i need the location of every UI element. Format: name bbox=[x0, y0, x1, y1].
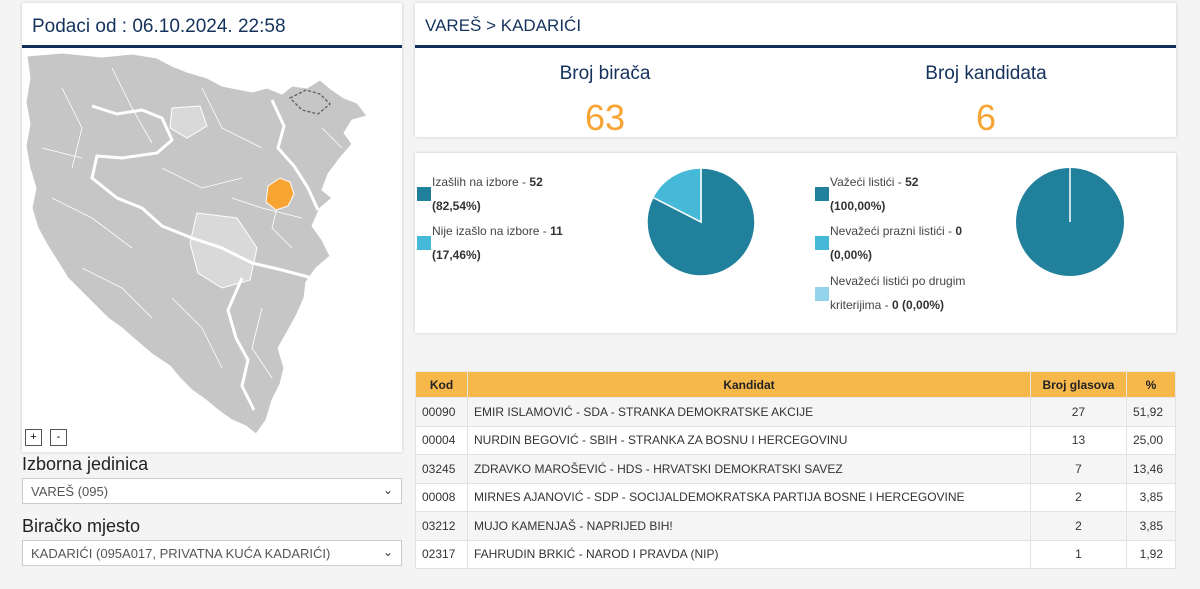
legend-percent: (0,00%) bbox=[830, 248, 873, 262]
column-header-percent[interactable]: % bbox=[1125, 371, 1177, 398]
ballots-pie-chart[interactable] bbox=[1015, 167, 1125, 277]
column-header-candidate[interactable]: Kandidat bbox=[467, 371, 1031, 398]
column-header-votes[interactable]: Broj glasova bbox=[1029, 371, 1127, 398]
cell-percent: 3,85 bbox=[1125, 511, 1177, 541]
zoom-out-button[interactable]: - bbox=[50, 429, 67, 446]
candidates-label: Broj kandidata bbox=[925, 63, 1047, 84]
polling-station-value: KADARIĆI (095A017, PRIVATNA KUĆA KADARIĆ… bbox=[31, 546, 331, 561]
legend-percent: (82,54%) bbox=[432, 199, 481, 213]
cell-votes: 2 bbox=[1029, 482, 1127, 512]
charts-panel: Izašlih na izbore - 52 (82,54%) Nije iza… bbox=[415, 153, 1176, 333]
entity-boundary-2 bbox=[270, 99, 320, 211]
legend-label: kriterijima - bbox=[830, 298, 892, 312]
electoral-unit-select[interactable]: VAREŠ (095) ⌄ bbox=[22, 478, 402, 504]
legend-label: Nije izašlo na izbore - bbox=[432, 224, 551, 238]
cell-candidate: MIRNES AJANOVIĆ - SDP - SOCIJALDEMOKRATS… bbox=[467, 482, 1031, 512]
legend-label: Nevažeći prazni listići - bbox=[830, 224, 956, 238]
legend-swatch-turnout bbox=[417, 187, 431, 201]
polling-station-select[interactable]: KADARIĆI (095A017, PRIVATNA KUĆA KADARIĆ… bbox=[22, 540, 402, 566]
chevron-down-icon: ⌄ bbox=[382, 545, 393, 559]
cell-code: 03245 bbox=[415, 454, 468, 484]
legend-swatch-abstained bbox=[417, 236, 431, 250]
legend-swatch-invalid-empty bbox=[815, 236, 829, 250]
cell-candidate: EMIR ISLAMOVIĆ - SDA - STRANKA DEMOKRATS… bbox=[467, 397, 1031, 427]
candidates-value: 6 bbox=[975, 97, 997, 138]
map-panel[interactable] bbox=[22, 48, 402, 452]
voters-label: Broj birača bbox=[559, 63, 651, 84]
cell-votes: 1 bbox=[1029, 539, 1127, 569]
legend-item-valid: Važeći listići - 52 (100,00%) bbox=[830, 170, 918, 218]
cell-votes: 13 bbox=[1029, 425, 1127, 455]
legend-value: 0 bbox=[955, 224, 963, 238]
brcko-district[interactable] bbox=[288, 89, 331, 115]
table-body: 00090 EMIR ISLAMOVIĆ - SDA - STRANKA DEMO… bbox=[415, 397, 1177, 569]
municipality-map[interactable] bbox=[22, 48, 402, 452]
legend-label: Izašlih na izbore - bbox=[432, 175, 530, 189]
entity-boundary bbox=[90, 104, 333, 280]
cell-votes: 27 bbox=[1029, 397, 1127, 427]
cell-candidate: ZDRAVKO MAROŠEVIĆ - HDS - HRVATSKI DEMOK… bbox=[467, 454, 1031, 484]
region-light-2[interactable] bbox=[169, 105, 208, 139]
zoom-in-button[interactable]: + bbox=[25, 429, 42, 446]
table-row: 00090 EMIR ISLAMOVIĆ - SDA - STRANKA DEMO… bbox=[415, 397, 1177, 427]
legend-label: Važeći listići - bbox=[830, 175, 906, 189]
legend-value: 52 bbox=[529, 175, 543, 189]
cell-percent: 51,92 bbox=[1125, 397, 1177, 427]
legend-value: 11 bbox=[550, 224, 563, 238]
legend-item-invalid-empty: Nevažeći prazni listići - 0 (0,00%) bbox=[830, 219, 962, 267]
cell-candidate: NURDIN BEGOVIĆ - SBIH - STRANKA ZA BOSNU… bbox=[467, 425, 1031, 455]
region-light-1[interactable] bbox=[189, 212, 258, 289]
legend-value: 0 bbox=[892, 298, 899, 312]
table-row: 03212 MUJO KAMENJAŠ - NAPRIJED BIH! 2 3,85 bbox=[415, 511, 1177, 541]
cell-percent: 13,46 bbox=[1125, 454, 1177, 484]
breadcrumb: VAREŠ > KADARIĆI bbox=[425, 16, 582, 35]
legend-item-turnout: Izašlih na izbore - 52 (82,54%) bbox=[432, 170, 543, 218]
table-row: 00004 NURDIN BEGOVIĆ - SBIH - STRANKA ZA … bbox=[415, 425, 1177, 455]
selected-municipality-vares[interactable] bbox=[265, 177, 295, 211]
table-row: 02317 FAHRUDIN BRKIĆ - NAROD I PRAVDA (NI… bbox=[415, 539, 1177, 569]
legend-swatch-invalid-other bbox=[815, 287, 829, 301]
voters-value: 63 bbox=[584, 97, 626, 138]
cell-code: 02317 bbox=[415, 539, 468, 569]
cell-code: 00090 bbox=[415, 397, 468, 427]
data-timestamp-header: Podaci od : 06.10.2024. 22:58 bbox=[22, 3, 402, 48]
results-table: Kod Kandidat Broj glasova % 00090 EMIR IS… bbox=[415, 371, 1177, 569]
table-row: 00008 MIRNES AJANOVIĆ - SDP - SOCIJALDEMO… bbox=[415, 482, 1177, 512]
stats-panel: Broj birača 63 Broj kandidata 6 bbox=[415, 48, 1176, 138]
entity-boundary-3 bbox=[226, 277, 256, 411]
cell-candidate: FAHRUDIN BRKIĆ - NAROD I PRAVDA (NIP) bbox=[467, 539, 1031, 569]
cell-code: 03212 bbox=[415, 511, 468, 541]
cell-code: 00008 bbox=[415, 482, 468, 512]
chevron-down-icon: ⌄ bbox=[382, 483, 393, 497]
cell-percent: 3,85 bbox=[1125, 482, 1177, 512]
legend-swatch-valid bbox=[815, 187, 829, 201]
column-header-code[interactable]: Kod bbox=[415, 371, 468, 398]
cell-votes: 7 bbox=[1029, 454, 1127, 484]
data-timestamp: Podaci od : 06.10.2024. 22:58 bbox=[32, 16, 286, 37]
turnout-pie-chart[interactable] bbox=[646, 167, 756, 277]
table-header-row: Kod Kandidat Broj glasova % bbox=[415, 371, 1177, 398]
legend-percent: (17,46%) bbox=[432, 248, 481, 262]
electoral-unit-value: VAREŠ (095) bbox=[31, 484, 109, 499]
legend-label: Nevažeći listići po drugim bbox=[830, 274, 966, 288]
electoral-unit-label: Izborna jedinica bbox=[22, 454, 149, 474]
cell-candidate: MUJO KAMENJAŠ - NAPRIJED BIH! bbox=[467, 511, 1031, 541]
breadcrumb-header: VAREŠ > KADARIĆI bbox=[415, 3, 1176, 48]
turnout-slice-1[interactable] bbox=[651, 167, 702, 224]
legend-item-invalid-other: Nevažeći listići po drugim kriterijima -… bbox=[830, 269, 965, 317]
table-row: 03245 ZDRAVKO MAROŠEVIĆ - HDS - HRVATSKI … bbox=[415, 454, 1177, 484]
polling-station-label: Biračko mjesto bbox=[22, 516, 141, 536]
cell-code: 00004 bbox=[415, 425, 468, 455]
legend-percent: (0,00%) bbox=[902, 298, 945, 312]
legend-item-abstained: Nije izašlo na izbore - 11 (17,46%) bbox=[432, 219, 563, 267]
legend-value: 52 bbox=[905, 175, 919, 189]
cell-percent: 1,92 bbox=[1125, 539, 1177, 569]
cell-votes: 2 bbox=[1029, 511, 1127, 541]
legend-percent: (100,00%) bbox=[830, 199, 886, 213]
cell-percent: 25,00 bbox=[1125, 425, 1177, 455]
